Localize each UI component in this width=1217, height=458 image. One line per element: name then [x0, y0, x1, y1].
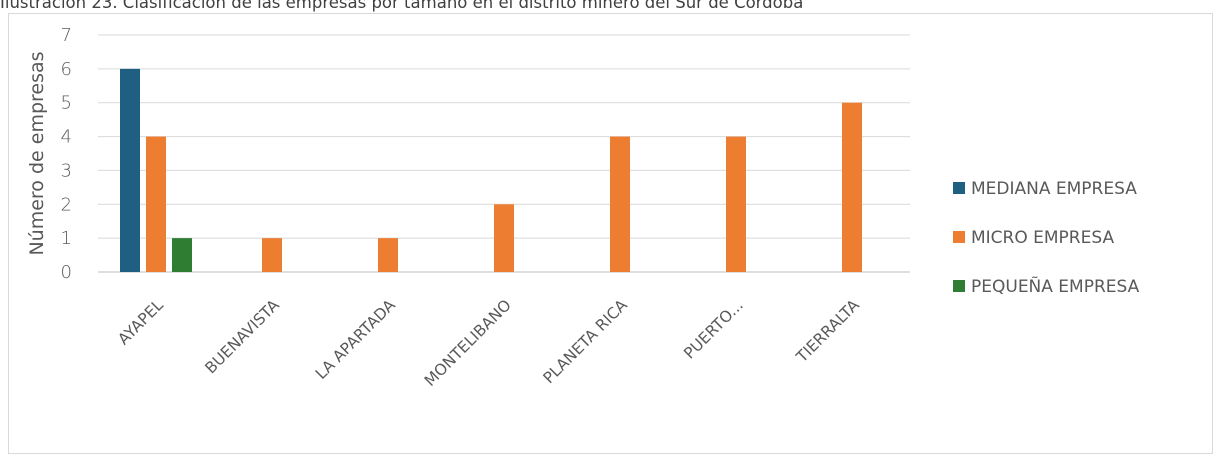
x-tick-label: TIERRALTA	[792, 296, 863, 367]
legend-label: MICRO EMPRESA	[971, 228, 1114, 248]
y-tick-label: 2	[61, 194, 72, 215]
x-tick-label: PUERTO...	[680, 296, 746, 362]
y-tick-label: 1	[61, 228, 72, 249]
bar-micro-empresa-montelibano	[494, 204, 514, 272]
x-axis-ticks: AYAPEL BUENAVISTA LA APARTADA MONTELIBANO PL…	[114, 296, 863, 390]
legend-label: MEDIANA EMPRESA	[971, 179, 1137, 199]
bar-micro-empresa-tierralta	[842, 102, 862, 272]
y-axis-ticks: 0 1 2 3 4 5 6 7	[61, 25, 72, 283]
legend-label: PEQUEÑA EMPRESA	[971, 275, 1140, 297]
bar-peque-a-empresa-ayapel	[172, 238, 192, 272]
bar-micro-empresa-puerto-	[726, 136, 746, 272]
y-axis-title: Número de empresas	[26, 51, 48, 255]
x-tick-label: AYAPEL	[114, 296, 167, 349]
y-tick-label: 7	[61, 25, 72, 46]
legend-swatch	[953, 231, 965, 243]
y-tick-label: 4	[61, 127, 72, 148]
bar-micro-empresa-planeta-rica	[610, 136, 630, 272]
bar-micro-empresa-ayapel	[146, 136, 166, 272]
bar-micro-empresa-buenavista	[262, 238, 282, 272]
legend-swatch	[953, 182, 965, 194]
chart-frame	[8, 13, 1213, 454]
y-tick-label: 3	[61, 160, 72, 181]
y-tick-label: 5	[61, 93, 72, 114]
x-tick-label: MONTELIBANO	[421, 296, 515, 390]
bar-mediana-empresa-ayapel	[120, 68, 140, 272]
bars	[120, 68, 862, 272]
y-tick-label: 6	[61, 59, 72, 80]
x-tick-label: BUENAVISTA	[202, 296, 283, 377]
bar-micro-empresa-la-apartada	[378, 238, 398, 272]
x-tick-label: LA APARTADA	[312, 296, 399, 383]
legend: MEDIANA EMPRESA MICRO EMPRESA PEQUEÑA EMPR…	[953, 179, 1140, 297]
figure-caption: Ilustración 23. Clasificación de las emp…	[0, 0, 804, 12]
legend-swatch	[953, 280, 965, 292]
x-tick-label: PLANETA RICA	[540, 296, 631, 387]
y-tick-label: 0	[61, 262, 72, 283]
